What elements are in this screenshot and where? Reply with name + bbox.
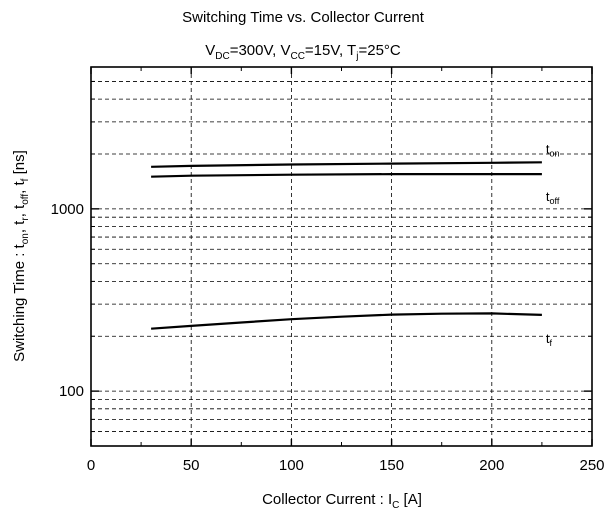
x-tick-label: 50 xyxy=(183,457,200,474)
series-line-2 xyxy=(151,312,542,330)
x-tick-label: 200 xyxy=(479,457,504,474)
series-line-0 xyxy=(151,161,542,168)
chart-title: Switching Time vs. Collector Current xyxy=(182,9,425,26)
chart-subtitle: VDC=300V, VCC=15V, Tj=25°C xyxy=(205,42,401,62)
series-label-2: tf xyxy=(546,331,553,348)
labels: Switching Time vs. Collector Current VDC… xyxy=(11,9,425,511)
plot-frame xyxy=(90,66,593,447)
x-tick-label: 100 xyxy=(279,457,304,474)
series-line-1 xyxy=(151,173,542,178)
plot-border xyxy=(90,66,593,447)
series-lines: ton toff tf xyxy=(151,141,560,348)
grid xyxy=(91,67,592,446)
x-tick-label: 250 xyxy=(579,457,604,474)
y-axis-label: Switching Time : ton, tr, toff, tf [ns] xyxy=(11,150,31,362)
x-tick-label: 150 xyxy=(379,457,404,474)
y-tick-label: 100 xyxy=(59,383,84,400)
series-label-1: toff xyxy=(546,189,560,206)
y-tick-label: 1000 xyxy=(51,201,84,218)
x-tick-label: 0 xyxy=(87,457,95,474)
x-axis-label: Collector Current : IC [A] xyxy=(262,491,422,511)
axis-ticks: 0 50 100 150 200 250 100 1000 xyxy=(51,67,605,474)
series-label-0: ton xyxy=(546,141,560,158)
